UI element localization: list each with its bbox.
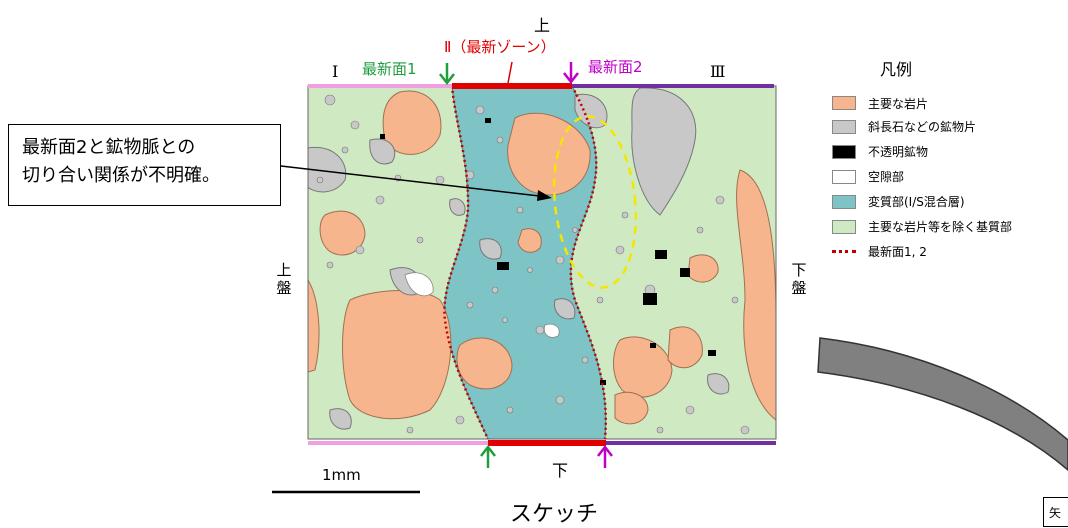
- zone-I-bar-bottom: [308, 441, 488, 445]
- legend-swatch: [832, 144, 856, 159]
- label-zone-II: Ⅱ（最新ゾーン）: [444, 38, 556, 56]
- latest-surface-2: [569, 85, 607, 440]
- rock-fragment: [456, 337, 513, 390]
- rock-fragment: [687, 254, 719, 283]
- zone-I-bar-top: [308, 84, 452, 88]
- legend-item: 主要な岩片: [832, 92, 1012, 114]
- mineral-vein-ellipse: [552, 115, 638, 289]
- legend-swatch: [832, 119, 856, 134]
- zone-II-pointer: [507, 61, 513, 84]
- zone-III-bar-top: [572, 84, 774, 88]
- legend-item: 変質部(I/S混合層): [832, 189, 1012, 214]
- mineral-speckles: [316, 94, 750, 435]
- surface2-arrow-bottom: [597, 444, 613, 468]
- surface1-arrow-top: [439, 63, 455, 86]
- callout-arrow: [280, 165, 549, 198]
- rock-fragment: [517, 228, 542, 253]
- legend-item: 最新面1, 2: [832, 239, 1012, 264]
- zone-III-bar-bottom: [606, 441, 776, 445]
- caption: スケッチ: [510, 502, 599, 527]
- legend-swatch: [832, 250, 856, 253]
- label-surface1: 最新面1: [362, 60, 417, 78]
- rock-fragment: [614, 391, 649, 425]
- callout-box: 最新面2と鉱物脈との 切り合い関係が不明確。: [8, 124, 281, 206]
- rock-fragment: [308, 279, 320, 373]
- rock-fragment: [667, 326, 703, 369]
- surface1-arrow-bottom: [480, 444, 496, 468]
- label-bottom: 下: [552, 461, 569, 480]
- legend-label: 変質部(I/S混合層): [868, 195, 965, 209]
- label-surface2: 最新面2: [588, 58, 643, 76]
- legend-item: 不透明鉱物: [832, 139, 1012, 164]
- callout-arrowhead: [537, 190, 552, 201]
- mineral-fragment: [553, 298, 576, 320]
- legend-label: 主要な岩片等を除く基質部: [868, 220, 1013, 234]
- callout-line-1: 最新面2と鉱物脈との: [22, 137, 196, 158]
- surface2-arrow-top: [563, 62, 579, 85]
- legend-label: 不透明鉱物: [868, 145, 929, 159]
- legend: 主要な岩片斜長石などの鉱物片 不透明鉱物空隙部変質部(I/S混合層) 主要な岩片等を…: [832, 92, 1012, 264]
- mineral-fragment: [631, 87, 697, 216]
- label-zone-III: Ⅲ: [710, 62, 726, 81]
- zone-II-bar-top: [452, 83, 572, 89]
- rock-fragment: [382, 90, 442, 155]
- label-hanging-wall: 上 盤: [276, 261, 292, 297]
- mineral-fragment: [369, 138, 396, 165]
- void-spaces: [404, 272, 560, 338]
- curved-band: [817, 337, 1068, 471]
- rock-fragment: [736, 169, 776, 421]
- rock-fragment: [319, 210, 366, 256]
- opaque-minerals: [380, 118, 716, 385]
- legend-swatch: [832, 219, 856, 234]
- rock-fragment: [342, 290, 452, 420]
- legend-label: 主要な岩片: [868, 96, 929, 111]
- legend-item: 斜長石などの鉱物片: [832, 114, 1012, 139]
- rock-fragment: [507, 112, 591, 196]
- scale-label: 1mm: [322, 466, 361, 484]
- label-top: 上: [534, 16, 551, 35]
- legend-label: 斜長石などの鉱物片: [868, 120, 977, 134]
- legend-swatch: [832, 194, 856, 209]
- legend-swatch: [832, 169, 856, 184]
- legend-item: 空隙部: [832, 164, 1012, 189]
- zone-II-bar-bottom: [488, 440, 606, 446]
- mineral-fragment: [329, 408, 352, 430]
- legend-title: 凡例: [880, 60, 913, 79]
- legend-label: 最新面1, 2: [868, 245, 927, 259]
- corner-label: 矢: [1043, 497, 1068, 527]
- rock-fragment: [613, 336, 673, 398]
- mineral-fragment: [479, 238, 502, 260]
- label-footwall: 下 盤: [791, 261, 807, 297]
- mineral-fragment: [449, 198, 466, 216]
- label-zone-I: Ⅰ: [332, 62, 339, 81]
- legend-swatch: [832, 96, 856, 110]
- mineral-fragment: [707, 373, 730, 395]
- legend-item: 主要な岩片等を除く基質部: [832, 214, 1012, 239]
- callout-line-2: 切り合い関係が不明確。: [22, 165, 220, 186]
- legend-label: 空隙部: [868, 170, 905, 184]
